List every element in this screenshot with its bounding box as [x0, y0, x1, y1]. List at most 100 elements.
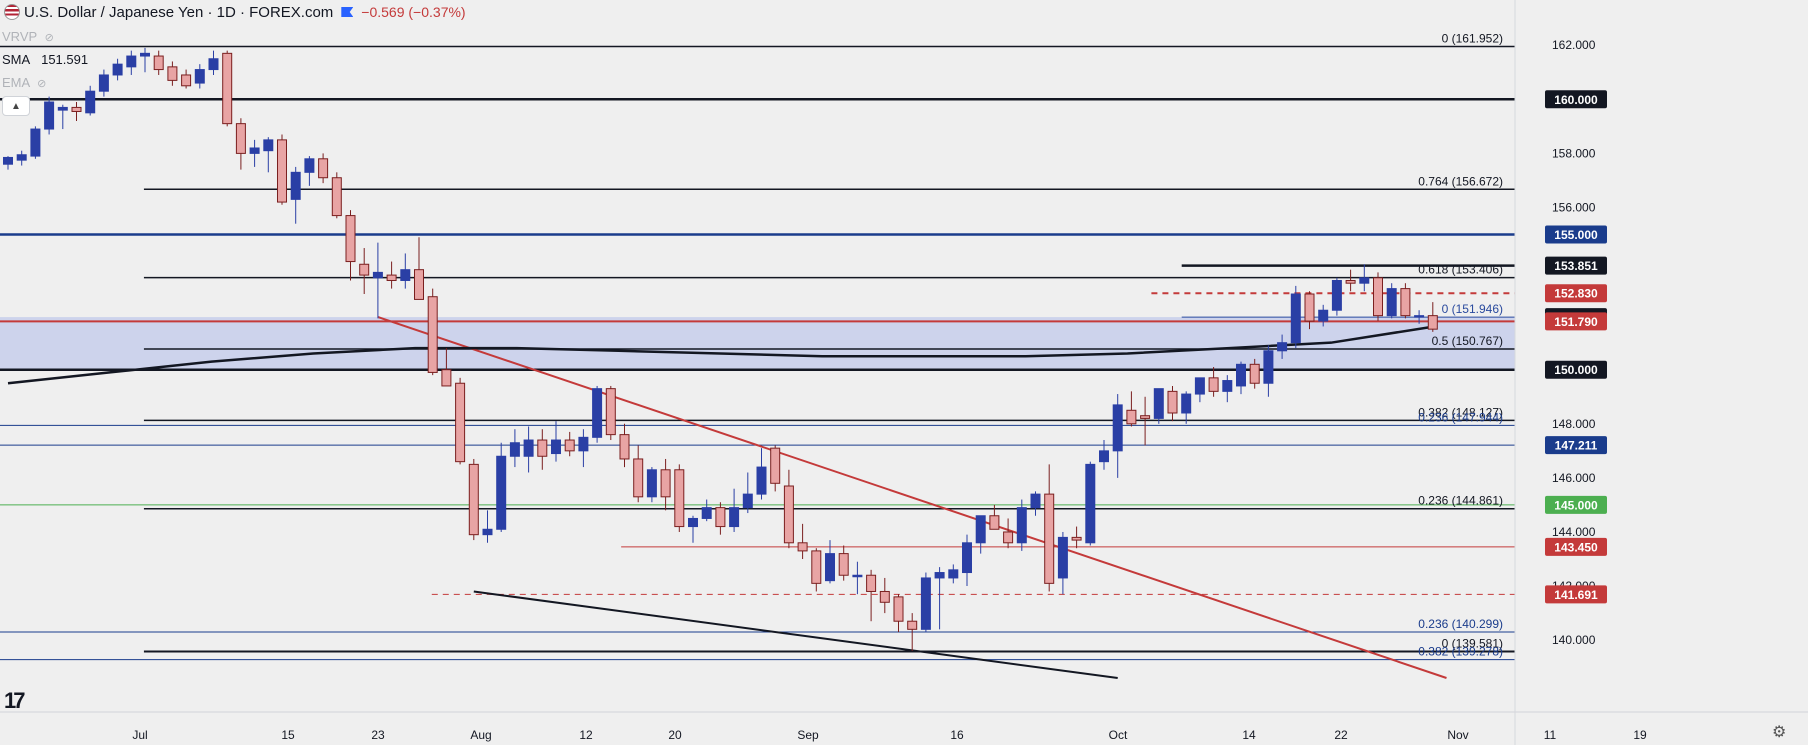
indicator-vrvp[interactable]: VRVP ⊘ [2, 29, 54, 44]
candle-body [98, 74, 109, 92]
candle-body [140, 52, 150, 57]
y-tick-label: 148.000 [1552, 417, 1596, 431]
candle-body [1167, 390, 1178, 414]
candle-body [1016, 507, 1027, 544]
price-label: 151.790 [1554, 315, 1598, 329]
candle-body [660, 469, 671, 498]
candle-body [1386, 288, 1397, 317]
candle-body [126, 55, 137, 68]
candle-body [1112, 404, 1123, 452]
price-label: 141.691 [1554, 588, 1598, 602]
level-label: 0.382 (148.127) [1418, 405, 1503, 419]
indicator-sma-label: SMA [2, 52, 30, 67]
candle-body [1236, 363, 1246, 387]
candle-body [1331, 279, 1342, 311]
candle-body [468, 463, 479, 536]
candle-body [222, 52, 233, 125]
x-tick-label: 19 [1633, 728, 1647, 742]
price-label-bg [1545, 225, 1607, 244]
candle-body [318, 158, 329, 179]
candle-body [181, 74, 192, 87]
price-label: 153.851 [1554, 259, 1598, 273]
x-tick-label: 12 [579, 728, 593, 742]
x-tick-label: Nov [1447, 728, 1468, 742]
candle-body [551, 439, 561, 455]
candle-body [633, 458, 644, 498]
candle-body [811, 550, 822, 584]
candle-body [112, 63, 123, 76]
level-label: 0.5 (150.767) [1432, 334, 1503, 348]
candle-body [907, 620, 918, 630]
collapse-indicators-button[interactable]: ▲ [2, 96, 30, 116]
candle-body [1153, 388, 1164, 419]
candle-body [852, 574, 863, 578]
candle-body [194, 69, 205, 84]
price-label-bg [1545, 256, 1607, 275]
candle-body [948, 569, 959, 579]
price-label-bg [1545, 585, 1607, 604]
candle-body [934, 572, 945, 579]
price-label: 152.830 [1554, 287, 1598, 301]
usd-flag-icon [4, 4, 20, 20]
support-zone [0, 317, 1515, 370]
candle-body [359, 263, 370, 276]
candle-body [1400, 288, 1411, 317]
level-label: 0.236 (144.861) [1418, 494, 1503, 508]
level-label: 0 (161.952) [1442, 32, 1503, 46]
hidden-eye-icon[interactable]: ⊘ [37, 78, 47, 90]
candle-body [1304, 293, 1315, 322]
candle-body [866, 574, 877, 592]
candle-body [482, 528, 493, 536]
price-change: −0.569 (−0.37%) [361, 4, 466, 20]
exchange-flag-icon [341, 7, 354, 17]
candle-body [455, 382, 466, 463]
level-label: 0.764 (156.672) [1418, 174, 1503, 188]
indicator-sma[interactable]: SMA 151.591 [2, 52, 88, 67]
candle-body [770, 447, 781, 484]
y-tick-label: 140.000 [1552, 633, 1596, 647]
candle-body [1427, 315, 1438, 330]
hidden-eye-icon[interactable]: ⊘ [44, 32, 54, 44]
candle-body [1345, 279, 1356, 284]
symbol-title[interactable]: U.S. Dollar / Japanese Yen · 1D · FOREX.… [24, 3, 334, 21]
candle-body [277, 139, 287, 203]
level-label: 0.236 (147.944) [1418, 410, 1503, 424]
candle-body [592, 388, 603, 438]
gear-icon[interactable]: ⚙ [1772, 724, 1787, 741]
indicator-sma-value: 151.591 [41, 52, 89, 67]
price-label: 160.000 [1554, 93, 1598, 107]
candle-body [1194, 377, 1205, 395]
candle-body [44, 101, 55, 130]
candle-body [1044, 493, 1055, 584]
candle-body [825, 553, 835, 582]
candle-body [1057, 536, 1068, 579]
candle-body [537, 439, 548, 457]
x-tick-label: Jul [132, 728, 147, 742]
candle-body [304, 158, 315, 173]
candle-body [1290, 293, 1301, 344]
candle-body [1099, 450, 1109, 463]
y-tick-label: 158.000 [1552, 146, 1596, 160]
candle-body [235, 123, 246, 154]
level-label: 0 (151.946) [1442, 302, 1503, 316]
price-label-bg [1545, 537, 1607, 556]
indicator-ema[interactable]: EMA ⊘ [2, 75, 46, 90]
x-tick-label: Oct [1109, 728, 1128, 742]
candle-body [1359, 277, 1370, 284]
chart-header: U.S. Dollar / Japanese Yen · 1D · FOREX.… [0, 0, 466, 24]
candle-body [427, 296, 438, 373]
candle-body [1181, 393, 1192, 414]
candle-body [523, 439, 534, 457]
candle-body [85, 90, 96, 114]
x-tick-label: Aug [470, 728, 491, 742]
candle-body [249, 147, 260, 154]
candle-body [701, 507, 712, 519]
candle-body [441, 369, 452, 387]
x-tick-label: 15 [281, 728, 295, 742]
price-label-bg [1545, 284, 1607, 303]
candle-body [564, 439, 575, 452]
candle-body [688, 517, 698, 528]
indicator-ema-label: EMA [2, 75, 30, 90]
